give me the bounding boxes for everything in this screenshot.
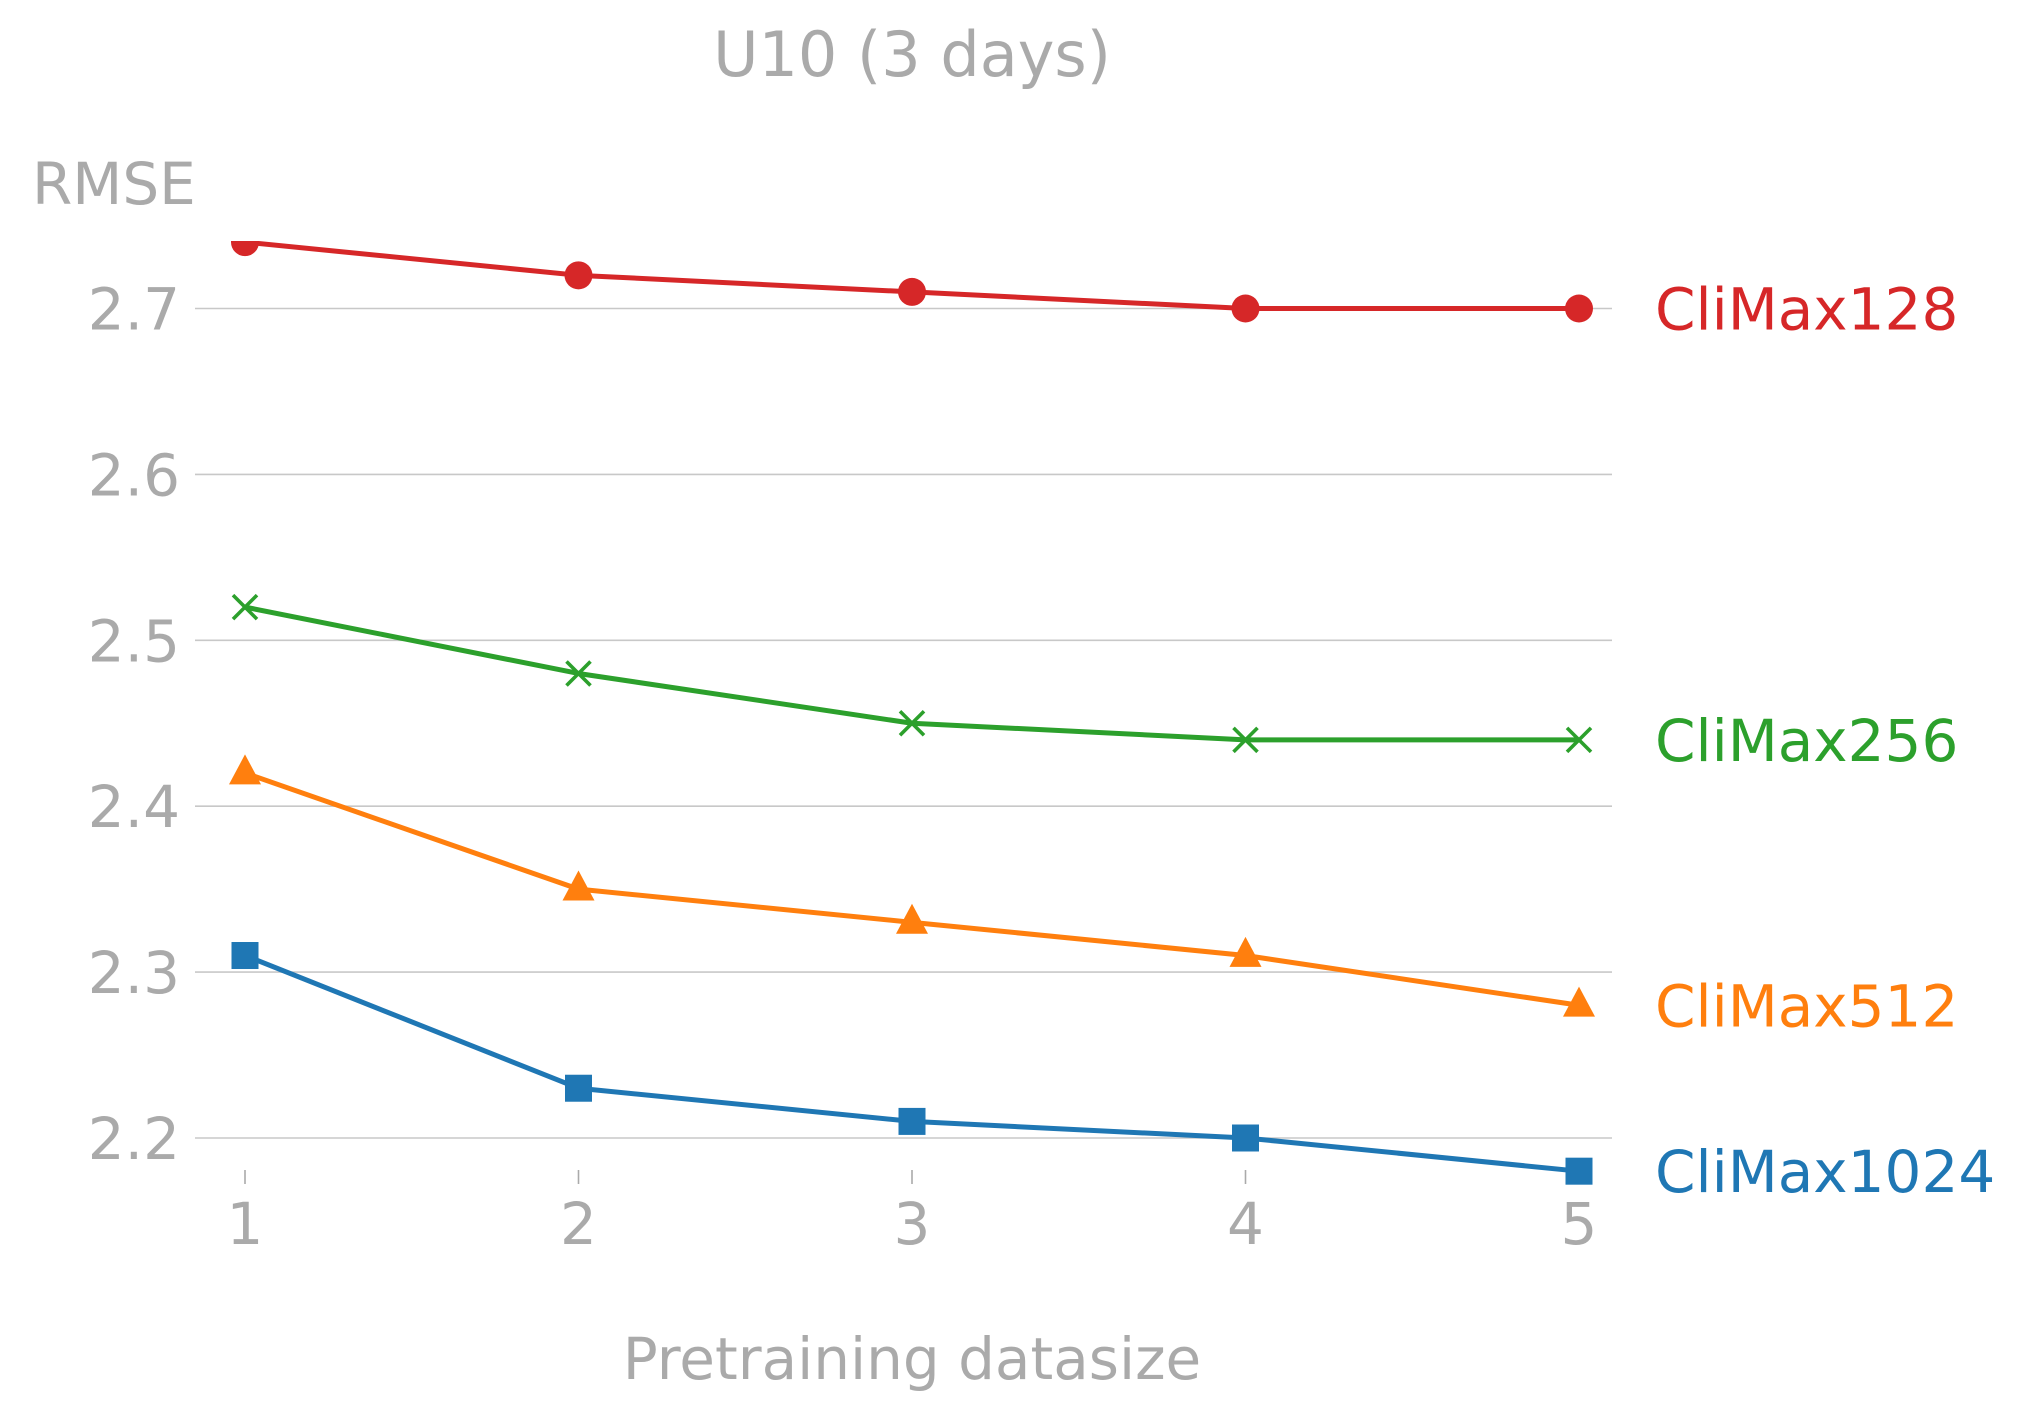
series-label-climax1024: CliMax1024 bbox=[1655, 1138, 1995, 1206]
series-line-climax256 bbox=[245, 607, 1579, 740]
data-point-climax1024 bbox=[232, 942, 259, 969]
chart-title: U10 (3 days) bbox=[713, 18, 1111, 91]
y-tick-label: 2.2 bbox=[88, 1105, 180, 1173]
data-point-climax1024 bbox=[1566, 1158, 1593, 1185]
data-point-climax128 bbox=[1232, 295, 1260, 323]
data-point-climax512 bbox=[229, 754, 261, 784]
series-label-climax128: CliMax128 bbox=[1655, 276, 1958, 344]
data-point-climax1024 bbox=[899, 1108, 926, 1135]
data-point-climax1024 bbox=[565, 1075, 592, 1102]
data-point-climax128 bbox=[1565, 295, 1593, 323]
x-axis-ticks: 1 2 3 4 5 bbox=[227, 1170, 1598, 1258]
x-tick-label: 2 bbox=[560, 1190, 597, 1258]
y-tick-label: 2.5 bbox=[88, 607, 180, 675]
x-tick-label: 5 bbox=[1561, 1190, 1598, 1258]
series-line-climax512 bbox=[245, 773, 1579, 1005]
data-point-climax128 bbox=[231, 228, 259, 256]
series-label-climax256: CliMax256 bbox=[1655, 707, 1958, 775]
y-axis-label: RMSE bbox=[32, 150, 196, 218]
y-tick-label: 2.3 bbox=[88, 939, 180, 1007]
y-tick-label: 2.6 bbox=[88, 441, 180, 509]
y-tick-label: 2.4 bbox=[88, 773, 180, 841]
x-axis-label: Pretraining datasize bbox=[623, 1325, 1201, 1393]
series-line-climax1024 bbox=[245, 956, 1579, 1172]
data-point-climax128 bbox=[565, 261, 593, 289]
data-point-climax1024 bbox=[1232, 1125, 1259, 1152]
y-tick-label: 2.7 bbox=[88, 276, 180, 344]
series-label-climax512: CliMax512 bbox=[1655, 972, 1958, 1040]
series-group bbox=[229, 228, 1595, 1185]
x-tick-label: 1 bbox=[227, 1190, 264, 1258]
x-tick-label: 4 bbox=[1227, 1190, 1264, 1258]
y-axis-ticks: 2.2 2.3 2.4 2.5 2.6 2.7 bbox=[88, 276, 180, 1174]
data-point-climax128 bbox=[898, 278, 926, 306]
series-labels: CliMax128 CliMax256 CliMax512 CliMax1024 bbox=[1655, 276, 1995, 1207]
x-tick-label: 3 bbox=[894, 1190, 931, 1258]
